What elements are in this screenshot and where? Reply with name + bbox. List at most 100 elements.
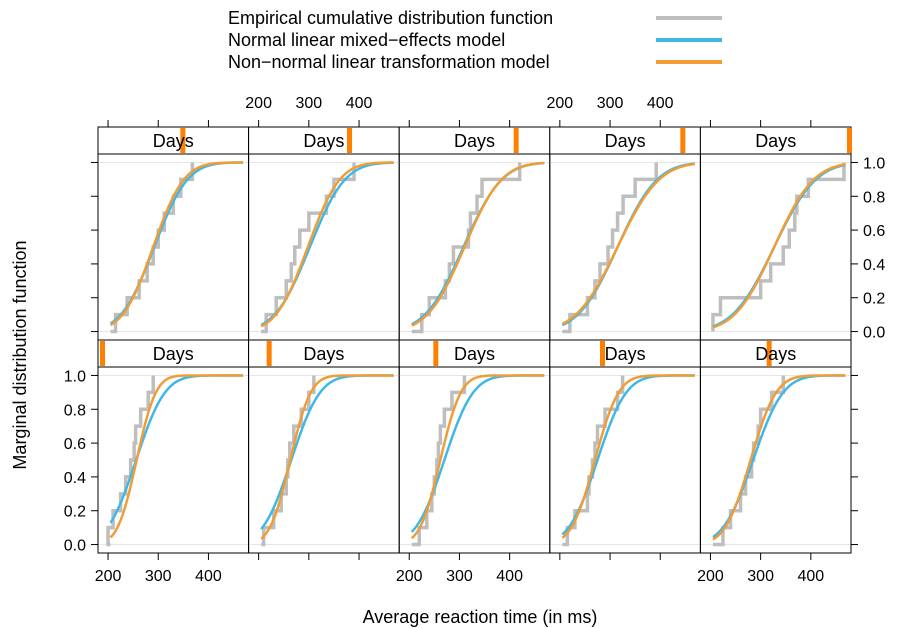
strip-level-marker (513, 128, 519, 153)
x-tick-label-top: 400 (346, 95, 373, 112)
strip-label: Days (755, 344, 796, 364)
panel-border (248, 153, 400, 341)
y-tick-label-right: 0.2 (863, 291, 885, 308)
legend-label-1: Empirical cumulative distribution functi… (228, 8, 553, 28)
panels: Days Days Days Days Days Days Days Days Days Days (97, 126, 852, 554)
strip-level-marker (100, 341, 105, 366)
strip-box (248, 126, 400, 155)
nonnormal-model-line (411, 161, 545, 327)
strip-label: Days (153, 344, 194, 364)
panel-border (97, 153, 250, 341)
ecdf-line (711, 162, 846, 332)
x-tick-label-bottom: 300 (446, 568, 473, 585)
strip-label: Days (303, 131, 344, 151)
x-tick-label-bottom: 300 (145, 568, 172, 585)
x-axis-title: Average reaction time (in ms) (363, 607, 598, 627)
panel-10: Days (699, 339, 852, 554)
panel-1: Days (97, 126, 250, 341)
panel-border (398, 153, 551, 341)
x-tick-label-bottom: 400 (797, 568, 824, 585)
x-tick-label-bottom: 200 (697, 568, 724, 585)
y-tick-label-right: 0.6 (863, 223, 885, 240)
x-tick-label-bottom: 400 (496, 568, 523, 585)
ecdf-line (106, 375, 155, 547)
y-tick-label-left: 0.2 (64, 504, 86, 521)
ecdf-line (411, 375, 467, 547)
strip-level-marker (180, 128, 186, 153)
panel-border (97, 366, 250, 554)
panel-6: Days (97, 339, 250, 554)
strip-label: Days (303, 344, 344, 364)
x-tick-label-top: 300 (597, 95, 624, 112)
y-tick-label-right: 0.8 (863, 189, 885, 206)
ecdf-line (562, 162, 658, 334)
normal-model-line (712, 163, 846, 328)
strip-label: Days (454, 131, 495, 151)
nonnormal-model-line (109, 161, 244, 327)
strip-level-marker (266, 341, 272, 366)
y-tick-label-left: 0.4 (64, 470, 86, 487)
panel-border (549, 153, 701, 341)
panel-8: Days (398, 339, 551, 554)
legend-label-3: Non−normal linear transformation model (228, 52, 550, 72)
strip-level-marker (766, 341, 772, 366)
nonnormal-model-line (410, 374, 545, 540)
x-tick-label-top: 200 (245, 95, 272, 112)
nonnormal-model-line (260, 374, 394, 540)
legend: Empirical cumulative distribution functi… (228, 8, 722, 72)
x-tick-label-top: 400 (647, 95, 674, 112)
legend-label-2: Normal linear mixed−effects model (228, 30, 505, 50)
y-tick-label-left: 0.6 (64, 436, 86, 453)
x-tick-label-bottom: 200 (396, 568, 423, 585)
normal-model-line (411, 161, 545, 326)
nonnormal-model-line (561, 162, 696, 326)
normal-model-line (109, 374, 244, 524)
strip-level-marker (680, 128, 686, 153)
x-tick-label-top: 200 (546, 95, 573, 112)
strip-label: Days (454, 344, 495, 364)
nonnormal-model-line (109, 374, 244, 539)
strip-box (97, 339, 250, 368)
panel-border (699, 366, 852, 554)
normal-model-line (109, 161, 244, 325)
y-axis-title: Marginal distribution function (10, 240, 30, 469)
axes: 200 300 400 200 300 400 200 300 400 200 300 400 200 3… (64, 95, 886, 585)
panel-7: Days (248, 339, 400, 554)
y-tick-label-right: 1.0 (863, 155, 885, 172)
nonnormal-model-line (712, 374, 846, 541)
strip-box (699, 339, 852, 368)
strip-label: Days (755, 131, 796, 151)
strip-box (97, 126, 250, 155)
strip-level-marker (433, 341, 439, 366)
y-tick-label-right: 0.4 (863, 257, 885, 274)
strip-box (248, 339, 400, 368)
panel-9: Days (549, 339, 701, 554)
nonnormal-model-line (712, 163, 846, 329)
panel-5: Days (699, 126, 852, 341)
strip-box (549, 339, 701, 368)
strip-label: Days (605, 131, 646, 151)
strip-level-marker (347, 128, 352, 153)
y-tick-label-left: 1.0 (64, 368, 86, 385)
ecdf-line (261, 162, 356, 334)
x-tick-label-bottom: 200 (95, 568, 122, 585)
strip-label: Days (153, 131, 194, 151)
x-tick-label-top: 300 (295, 95, 322, 112)
strip-label: Days (605, 344, 646, 364)
panel-border (699, 153, 852, 341)
y-tick-label-left: 0.0 (64, 538, 86, 555)
normal-model-line (561, 162, 696, 327)
strip-level-marker (847, 128, 852, 153)
strip-box (699, 126, 852, 155)
x-tick-label-bottom: 300 (747, 568, 774, 585)
y-tick-label-right: 0.0 (863, 325, 885, 342)
y-tick-label-left: 0.8 (64, 402, 86, 419)
panel-3: Days (398, 126, 551, 341)
nonnormal-model-line (260, 161, 394, 328)
panel-2: Days (248, 126, 400, 341)
normal-model-line (260, 161, 394, 327)
panel-4: Days (549, 126, 701, 341)
strip-level-marker (600, 341, 605, 366)
nonnormal-model-line (561, 374, 695, 539)
